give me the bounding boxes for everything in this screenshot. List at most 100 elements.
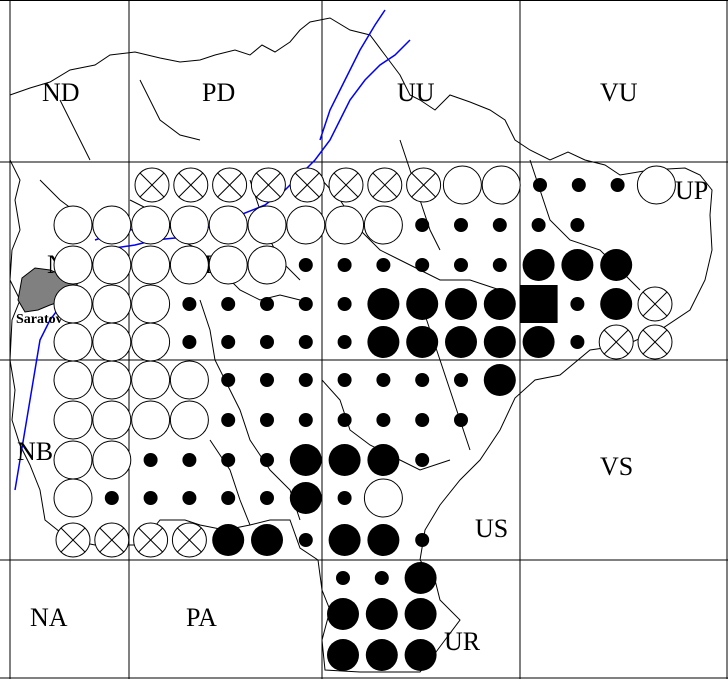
small-dot-symbol bbox=[221, 373, 236, 387]
open-circle-symbol bbox=[247, 245, 287, 285]
small-dot-symbol bbox=[374, 571, 389, 585]
small-dot-symbol bbox=[454, 218, 468, 232]
small-dot-symbol bbox=[415, 453, 430, 467]
large-dot-symbol bbox=[365, 598, 398, 630]
small-dot-symbol bbox=[337, 373, 352, 387]
small-dot-symbol bbox=[610, 178, 625, 192]
crossed-circle-symbol bbox=[171, 522, 207, 558]
open-circle-symbol bbox=[53, 205, 93, 245]
large-dot-symbol bbox=[328, 444, 361, 476]
crossed-circle-symbol bbox=[133, 522, 169, 558]
small-dot-symbol bbox=[531, 218, 546, 232]
small-dot-symbol bbox=[571, 178, 586, 192]
large-dot-symbol bbox=[289, 444, 322, 476]
small-dot-symbol bbox=[260, 453, 274, 467]
square-label-ur: UR bbox=[444, 627, 481, 656]
open-circle-symbol bbox=[53, 400, 93, 440]
small-dot-symbol bbox=[298, 258, 313, 272]
small-dot-symbol bbox=[182, 297, 197, 311]
large-dot-symbol bbox=[483, 364, 516, 396]
small-dot-symbol bbox=[337, 297, 352, 311]
large-dot-symbol bbox=[365, 639, 398, 671]
small-dot-symbol bbox=[337, 491, 352, 505]
square-symbol bbox=[519, 285, 558, 323]
small-dot-symbol bbox=[104, 491, 119, 505]
open-circle-symbol bbox=[363, 478, 403, 518]
large-dot-symbol bbox=[289, 482, 322, 514]
large-dot-symbol bbox=[327, 639, 359, 671]
square-label-pd: PD bbox=[202, 78, 235, 107]
small-dot-symbol bbox=[492, 258, 507, 272]
open-circle-symbol bbox=[169, 245, 209, 285]
large-dot-symbol bbox=[445, 288, 477, 320]
crossed-circle-symbol bbox=[173, 167, 209, 203]
small-dot-symbol bbox=[182, 335, 197, 349]
small-dot-symbol bbox=[415, 258, 430, 272]
small-dot-symbol bbox=[182, 491, 197, 505]
small-dot-symbol bbox=[260, 491, 274, 505]
large-dot-symbol bbox=[367, 326, 400, 358]
small-dot-symbol bbox=[221, 297, 236, 311]
small-dot-symbol bbox=[492, 218, 507, 232]
small-dot-symbol bbox=[298, 297, 313, 311]
large-dot-symbol bbox=[561, 249, 594, 281]
small-dot-symbol bbox=[182, 453, 197, 467]
small-dot-symbol bbox=[376, 258, 391, 272]
open-circle-symbol bbox=[131, 245, 171, 285]
small-dot-symbol bbox=[570, 297, 585, 311]
open-circle-symbol bbox=[169, 400, 209, 440]
small-dot-symbol bbox=[221, 413, 236, 427]
crossed-circle-symbol bbox=[637, 286, 673, 322]
crossed-circle-symbol bbox=[406, 167, 442, 203]
open-circle-symbol bbox=[286, 205, 326, 245]
small-dot-symbol bbox=[260, 413, 274, 427]
open-circle-symbol bbox=[247, 205, 287, 245]
open-circle-symbol bbox=[325, 205, 365, 245]
small-dot-symbol bbox=[298, 533, 313, 547]
open-circle-symbol bbox=[92, 245, 132, 285]
small-dot-symbol bbox=[143, 491, 158, 505]
large-dot-symbol bbox=[600, 249, 633, 281]
small-dot-symbol bbox=[454, 258, 468, 272]
small-dot-symbol bbox=[533, 178, 547, 192]
open-circle-symbol bbox=[208, 205, 248, 245]
crossed-circle-symbol bbox=[637, 324, 673, 360]
large-dot-symbol bbox=[483, 288, 516, 320]
large-dot-symbol bbox=[600, 288, 633, 320]
small-dot-symbol bbox=[415, 373, 430, 387]
crossed-circle-symbol bbox=[212, 167, 248, 203]
open-circle-symbol bbox=[53, 440, 93, 480]
small-dot-symbol bbox=[415, 218, 430, 232]
square-label-up: UP bbox=[675, 176, 708, 205]
small-dot-symbol bbox=[454, 373, 468, 387]
small-dot-symbol bbox=[415, 533, 430, 547]
crossed-circle-symbol bbox=[250, 167, 286, 203]
open-circle-symbol bbox=[208, 245, 248, 285]
small-dot-symbol bbox=[221, 335, 236, 349]
small-dot-symbol bbox=[337, 335, 352, 349]
open-circle-symbol bbox=[53, 245, 93, 285]
open-circle-symbol bbox=[92, 360, 132, 400]
open-circle-symbol bbox=[131, 400, 171, 440]
large-dot-symbol bbox=[212, 524, 245, 556]
large-dot-symbol bbox=[483, 326, 516, 358]
crossed-circle-symbol bbox=[367, 167, 403, 203]
open-circle-symbol bbox=[131, 284, 171, 324]
large-dot-symbol bbox=[328, 524, 361, 556]
open-circle-symbol bbox=[169, 360, 209, 400]
open-circle-symbol bbox=[53, 322, 93, 362]
large-dot-symbol bbox=[522, 326, 555, 358]
small-dot-symbol bbox=[570, 218, 585, 232]
crossed-circle-symbol bbox=[289, 167, 325, 203]
open-circle-symbol bbox=[92, 440, 132, 480]
open-circle-symbol bbox=[53, 284, 93, 324]
open-circle-symbol bbox=[636, 165, 676, 205]
square-label-uu: UU bbox=[397, 78, 435, 107]
open-circle-symbol bbox=[363, 205, 403, 245]
crossed-circle-symbol bbox=[598, 324, 634, 360]
crossed-circle-symbol bbox=[55, 522, 91, 558]
crossed-circle-symbol bbox=[328, 167, 364, 203]
small-dot-symbol bbox=[260, 335, 274, 349]
small-dot-symbol bbox=[298, 413, 313, 427]
